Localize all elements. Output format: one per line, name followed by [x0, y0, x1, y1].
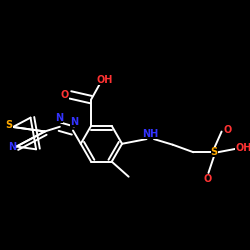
- Text: O: O: [223, 125, 231, 135]
- Text: O: O: [61, 90, 69, 100]
- Text: NH: NH: [142, 130, 158, 140]
- Text: OH: OH: [236, 142, 250, 152]
- Text: S: S: [210, 147, 218, 157]
- Text: S: S: [6, 120, 13, 130]
- Text: OH: OH: [97, 75, 113, 85]
- Text: N: N: [70, 117, 78, 127]
- Text: O: O: [204, 174, 212, 184]
- Text: N: N: [55, 113, 63, 123]
- Text: N: N: [8, 142, 16, 152]
